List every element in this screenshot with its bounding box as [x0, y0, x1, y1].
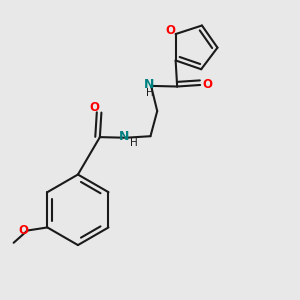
Text: O: O	[165, 25, 175, 38]
Text: H: H	[146, 88, 153, 98]
Text: O: O	[90, 100, 100, 114]
Text: H: H	[130, 138, 137, 148]
Text: N: N	[144, 78, 155, 91]
Text: O: O	[202, 79, 212, 92]
Text: N: N	[119, 130, 130, 143]
Text: O: O	[19, 224, 29, 237]
